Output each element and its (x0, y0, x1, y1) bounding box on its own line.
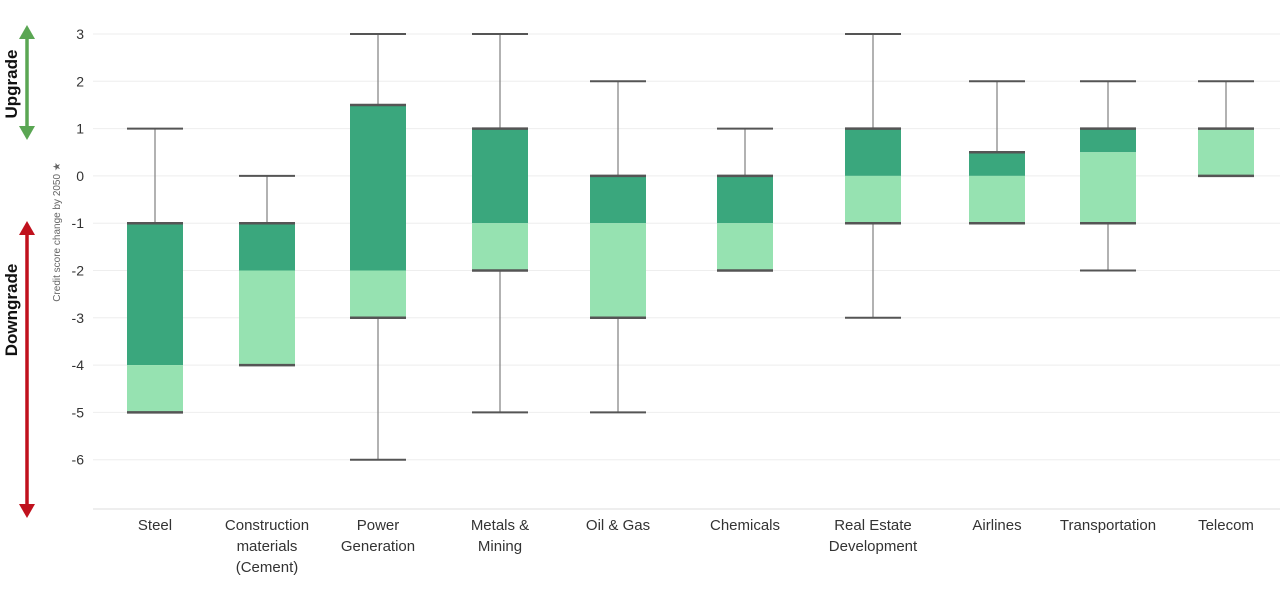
arrow-head-down (19, 504, 35, 518)
category-label-line: Transportation (1060, 517, 1156, 534)
x-axis-categories: Steel Construction materials (Cement) Power G… (138, 517, 1254, 576)
box-series (127, 33, 1254, 461)
y-tick-label: -3 (72, 310, 85, 326)
category-label: Telecom (1198, 517, 1254, 534)
category-label-line: Metals & (471, 517, 529, 534)
lower-box (472, 223, 528, 271)
y-tick-label: -5 (72, 404, 85, 420)
upper-box (1080, 128, 1136, 153)
box-6 (845, 33, 901, 319)
y-tick-label: -2 (72, 263, 85, 279)
y-tick-label: 1 (76, 121, 84, 137)
category-label-line: Telecom (1198, 517, 1254, 534)
upper-box (717, 175, 773, 224)
category-label: Oil & Gas (586, 517, 650, 534)
y-tick-label: 0 (76, 168, 84, 184)
upper-box (239, 223, 295, 271)
arrow-head-up (19, 221, 35, 235)
y-tick-label: -4 (72, 357, 85, 373)
box-5 (717, 127, 773, 272)
y-axis-label: Credit score change by 2050 ★ (52, 162, 63, 302)
category-label-line: Mining (478, 538, 522, 555)
y-tick-label: -1 (72, 215, 85, 231)
box-7 (969, 80, 1025, 225)
box-4 (590, 80, 646, 414)
y-tick-label: 2 (76, 73, 84, 89)
upgrade-label: Upgrade (2, 50, 21, 119)
lower-box (350, 270, 406, 318)
lower-box (845, 175, 901, 224)
lower-box (969, 175, 1025, 224)
arrow-head-down (19, 126, 35, 140)
category-label: Transportation (1060, 517, 1156, 534)
upper-box (350, 104, 406, 271)
y-tick-label: -6 (72, 452, 85, 468)
box-0 (127, 127, 183, 414)
category-label-line: Real Estate (834, 517, 912, 534)
category-label: Metals & Mining (471, 517, 529, 555)
box-8 (1080, 80, 1136, 272)
upper-box (845, 128, 901, 176)
category-label-line: Power (357, 517, 400, 534)
category-label: Airlines (972, 517, 1021, 534)
lower-box (590, 223, 646, 318)
category-label: Chemicals (710, 517, 780, 534)
lower-box (239, 270, 295, 366)
category-label-line: Oil & Gas (586, 517, 650, 534)
lower-box (1080, 152, 1136, 224)
downgrade-label: Downgrade (2, 264, 21, 357)
arrow-head-up (19, 25, 35, 39)
y-tick-label: 3 (76, 26, 84, 42)
y-axis-ticks: 3 2 1 0 -1 -2 -3 -4 -5 -6 (72, 26, 85, 468)
category-label-line: Steel (138, 517, 172, 534)
box-3 (472, 33, 528, 414)
category-label-line: Airlines (972, 517, 1021, 534)
category-label-line: materials (237, 538, 298, 555)
category-label-line: (Cement) (236, 559, 299, 576)
category-label-line: Generation (341, 538, 415, 555)
category-label: Steel (138, 517, 172, 534)
upper-box (127, 223, 183, 366)
lower-box (1198, 128, 1254, 176)
lower-box (127, 365, 183, 413)
downgrade-arrow-icon (19, 221, 35, 518)
category-label: Construction materials (Cement) (225, 517, 309, 576)
upper-box (590, 175, 646, 224)
box-9 (1198, 80, 1254, 178)
upper-box (472, 128, 528, 224)
upgrade-arrow-icon (19, 25, 35, 140)
category-label-line: Development (829, 538, 918, 555)
box-2 (350, 33, 406, 461)
category-label-line: Construction (225, 517, 309, 534)
category-label: Power Generation (341, 517, 415, 555)
category-label: Real Estate Development (829, 517, 918, 555)
category-label-line: Chemicals (710, 517, 780, 534)
box-1 (239, 174, 295, 367)
lower-box (717, 223, 773, 271)
upper-box (969, 152, 1025, 176)
